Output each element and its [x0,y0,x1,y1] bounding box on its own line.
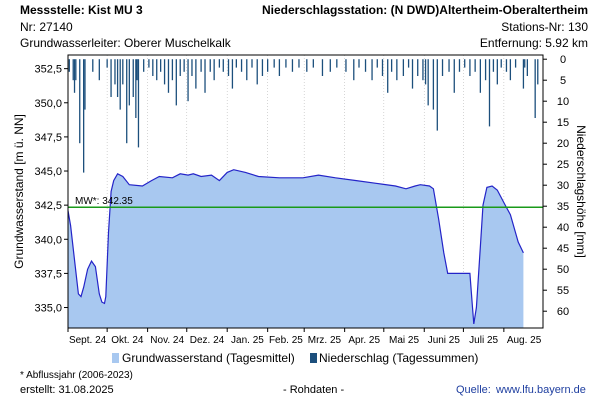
x-tick-label: Mai 25 [389,335,419,346]
y-left-tick-label: 335,0 [34,303,62,315]
y-left-tick-label: 337,5 [34,268,62,280]
y-right-tick-label: 35 [557,201,569,213]
x-tick-label: Dez. 24 [190,335,225,346]
y-right-tick-label: 0 [560,54,566,66]
y-right-tick-label: 5 [560,75,566,87]
x-tick-label: Mrz. 25 [308,335,342,346]
y-left-tick-label: 345,0 [34,166,62,178]
y-right-tick-label: 45 [557,243,569,255]
station-title: Messstelle: Kist MU 3 [20,3,143,17]
y-right-tick-label: 30 [557,180,569,192]
y-right-tick-label: 10 [557,96,569,108]
plot-border [67,54,544,329]
y-right-tick-label: 20 [557,138,569,150]
x-tick-label: Okt. 24 [111,335,144,346]
y-left-tick-label: 342,5 [34,200,62,212]
y-right-tick-label: 15 [557,117,569,129]
y-right-tick-label: 40 [557,222,569,234]
source-link[interactable]: www.lfu.bayern.de [496,384,586,396]
mean-line-label: MW*: 342.35 [75,196,133,207]
y-left-axis-title: Grundwasserstand [m ü. NN] [12,114,26,269]
x-tick-label: Juni 25 [428,335,461,346]
legend-groundwater-swatch [112,353,119,363]
y-right-axis-title: Niederschlagshöhe [mm] [574,125,588,258]
x-tick-label: Sept. 24 [69,335,107,346]
y-left-tick-label: 347,5 [34,132,62,144]
legend-groundwater-label: Grundwasserstand (Tagesmittel) [122,351,295,365]
raw-data-note: - Rohdaten - [283,384,345,396]
created-date: erstellt: 31.08.2025 [20,384,114,396]
precip-station-distance: Entfernung: 5.92 km [479,36,588,50]
y-left-tick-label: 340,0 [34,234,62,246]
x-tick-label: Aug. 25 [507,335,542,346]
footnote-abflussjahr: * Abflussjahr (2006-2023) [20,370,133,381]
precip-station-number: Stations-Nr: 130 [501,20,588,34]
y-left-tick-label: 352,5 [34,64,62,76]
y-right-tick-label: 25 [557,159,569,171]
groundwater-area [68,169,524,328]
aquifer-label: Grundwasserleiter: Oberer Muschelkalk [20,36,231,50]
y-right-tick-label: 55 [557,285,569,297]
x-tick-label: Juli 25 [469,335,498,346]
station-number: Nr: 27140 [20,20,73,34]
legend-precipitation-label: Niederschlag (Tagessummen) [319,351,479,365]
x-tick-label: Apr. 25 [348,335,380,346]
precip-station-title: Niederschlagsstation: (N DWD)Altertheim-… [261,3,588,17]
source-label: Quelle: [456,384,491,396]
x-tick-label: Nov. 24 [150,335,184,346]
y-left-tick-label: 350,0 [34,98,62,110]
x-tick-label: Jan. 25 [231,335,264,346]
y-right-tick-label: 60 [557,306,569,318]
y-right-tick-label: 50 [557,264,569,276]
legend-precipitation-swatch [310,353,317,363]
groundwater-line [67,169,524,324]
x-tick-label: Feb. 25 [269,335,303,346]
